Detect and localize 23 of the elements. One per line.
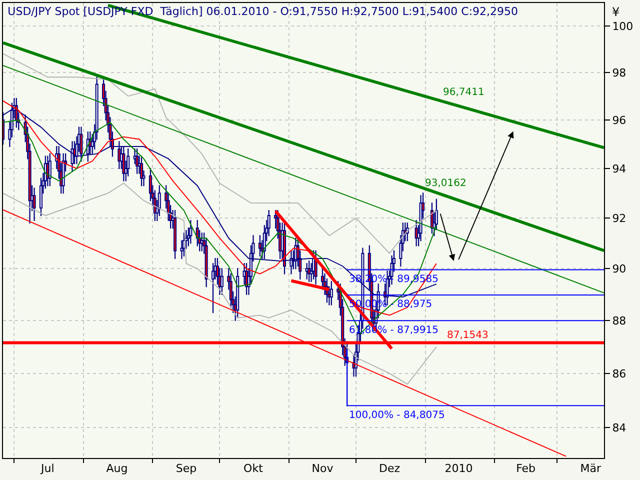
x-tick-label: Jul (40, 462, 54, 476)
y-tick-label: 94 (612, 162, 626, 176)
y-axis-title: ¥ (612, 5, 620, 19)
x-tick-label: Nov (312, 462, 334, 476)
x-tick-label: Mär (580, 462, 602, 476)
annotation: 96,7411 (443, 87, 484, 98)
annotation: 100,00% - 84,8075 (349, 410, 445, 421)
y-tick-label: 96 (612, 114, 626, 127)
y-tick-label: 98 (612, 66, 626, 80)
x-tick-label: Sep (176, 462, 197, 476)
x-tick-label: 2010 (444, 462, 473, 476)
x-tick-label: Aug (106, 462, 128, 476)
y-tick-label: 88 (612, 314, 626, 328)
x-tick-label: Feb (516, 462, 536, 476)
y-tick-label: 86 (612, 367, 626, 380)
y-tick-label: 84 (612, 421, 626, 434)
annotation: 93,0162 (425, 178, 466, 189)
y-tick-label: 100 (612, 20, 634, 33)
y-tick-label: 90 (612, 262, 626, 276)
y-tick-label: 92 (612, 212, 626, 225)
x-tick-label: Okt (244, 462, 264, 476)
x-tick-label: Dez (379, 462, 400, 476)
ref-line-label: 87,1543 (447, 330, 488, 341)
